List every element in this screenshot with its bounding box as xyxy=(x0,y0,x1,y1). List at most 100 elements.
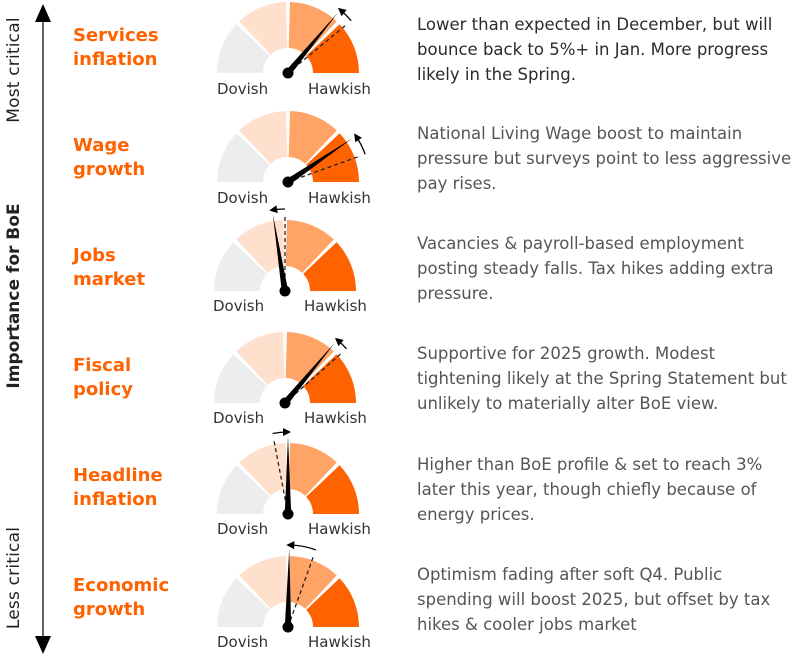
row-label: Economic growth xyxy=(73,574,203,622)
segment-mild-hawkish xyxy=(288,443,337,496)
needle-pivot xyxy=(282,508,294,520)
hawkish-label: Hawkish xyxy=(308,520,371,538)
hawkish-label: Hawkish xyxy=(308,189,371,207)
row-label-line: growth xyxy=(73,159,146,180)
gauge-dial xyxy=(217,541,359,633)
row-label-line: growth xyxy=(73,599,146,620)
hawkish-label: Hawkish xyxy=(304,297,367,315)
gauge: Dovish Hawkish xyxy=(196,329,376,439)
axis-top-label: Most critical xyxy=(4,17,24,123)
row-description: National Living Wage boost to maintain p… xyxy=(417,124,792,193)
row-label-line: Economic xyxy=(73,575,170,596)
row-label: Headline inflation xyxy=(73,464,203,512)
dovish-label: Dovish xyxy=(213,297,265,315)
segment-mild-dovish xyxy=(239,443,288,496)
row-label-line: inflation xyxy=(73,49,158,70)
segment-mild-dovish xyxy=(239,111,288,164)
needle-pivot xyxy=(279,285,291,297)
row-description: Higher than BoE profile & set to reach 3… xyxy=(417,455,763,524)
row-label-line: inflation xyxy=(73,489,158,510)
dovish-label: Dovish xyxy=(217,633,269,651)
segment-mild-hawkish xyxy=(288,111,337,164)
current-needle xyxy=(272,213,289,292)
gauge: Dovish Hawkish xyxy=(196,205,376,327)
importance-axis xyxy=(35,4,51,654)
segment-mild-dovish xyxy=(236,332,285,385)
segment-hawkish xyxy=(306,465,359,514)
previous-needle xyxy=(287,155,360,183)
segment-dovish xyxy=(217,465,270,514)
segment-mild-hawkish xyxy=(288,2,337,55)
segment-dovish xyxy=(217,578,270,627)
arrowhead-icon xyxy=(334,337,344,347)
dovish-label: Dovish xyxy=(217,520,269,538)
segment-dovish xyxy=(217,24,270,73)
needle-pivot xyxy=(282,67,294,79)
current-needle xyxy=(285,12,338,76)
needle-pivot xyxy=(279,397,291,409)
segment-mild-dovish xyxy=(236,220,285,273)
dovish-label: Dovish xyxy=(213,409,265,427)
gauge-dial xyxy=(217,2,359,79)
row-label-line: Wage xyxy=(73,135,130,156)
dovish-label: Dovish xyxy=(217,189,269,207)
arrowhead-icon xyxy=(286,541,295,550)
dovish-label: Dovish xyxy=(217,80,269,98)
current-needle xyxy=(284,549,292,628)
segment-dovish xyxy=(214,242,267,291)
row-label-line: Fiscal xyxy=(73,355,132,376)
arrowhead-icon xyxy=(354,133,362,143)
hawkish-label: Hawkish xyxy=(308,80,371,98)
gauge-dial xyxy=(214,332,356,409)
gauge-dial xyxy=(217,428,359,520)
segment-mild-hawkish xyxy=(285,332,334,385)
hawkish-label: Hawkish xyxy=(304,409,367,427)
row-label-line: market xyxy=(73,269,146,290)
segment-mild-dovish xyxy=(239,2,288,55)
gauge: Dovish Hawkish xyxy=(200,428,380,550)
gauge: Dovish Hawkish xyxy=(200,109,380,219)
segment-mild-dovish xyxy=(239,556,288,609)
segment-mild-hawkish xyxy=(285,220,334,273)
row-label-line: Services xyxy=(73,25,159,46)
current-needle xyxy=(286,138,353,185)
gauge-dial xyxy=(214,205,356,297)
gauge-dial xyxy=(217,111,366,188)
row-label-line: Headline xyxy=(73,465,163,486)
current-needle xyxy=(282,342,335,406)
previous-needle xyxy=(287,24,347,74)
row-label: Jobs market xyxy=(73,244,203,292)
arrowhead-icon xyxy=(337,7,347,17)
needle-pivot xyxy=(282,176,294,188)
arrow-down-icon xyxy=(35,636,51,654)
row-label-line: Jobs xyxy=(73,245,116,266)
gauge: Dovish Hawkish xyxy=(200,0,380,110)
segment-hawkish xyxy=(306,24,359,73)
row-description: Vacancies & payroll-based employment pos… xyxy=(417,234,774,303)
row-description: Optimism fading after soft Q4. Public sp… xyxy=(417,565,771,634)
row-label: Services inflation xyxy=(73,24,203,72)
segment-hawkish xyxy=(303,242,356,291)
axis-bottom-label: Less critical xyxy=(4,526,24,630)
segment-mild-hawkish xyxy=(288,556,337,609)
needle-pivot xyxy=(282,621,294,633)
arrowhead-icon xyxy=(283,428,291,436)
row-label-line: policy xyxy=(73,379,133,400)
previous-needle xyxy=(273,439,289,515)
segment-hawkish xyxy=(306,578,359,627)
current-needle xyxy=(284,436,292,514)
row-label: Fiscal policy xyxy=(73,354,203,402)
segment-dovish xyxy=(214,354,267,403)
row-description: Supportive for 2025 growth. Modest tight… xyxy=(417,344,787,413)
arrow-up-icon xyxy=(35,4,51,22)
row-label: Wage growth xyxy=(73,134,203,182)
previous-needle xyxy=(287,555,315,628)
segment-hawkish xyxy=(306,133,359,182)
hawkish-label: Hawkish xyxy=(308,633,371,651)
segment-dovish xyxy=(217,133,270,182)
arrowhead-icon xyxy=(269,205,278,214)
axis-title: Importance for BoE xyxy=(4,203,24,389)
gauge: Dovish Hawkish xyxy=(200,541,380,663)
row-description: Lower than expected in December, but wil… xyxy=(417,15,773,84)
previous-needle xyxy=(284,352,343,404)
